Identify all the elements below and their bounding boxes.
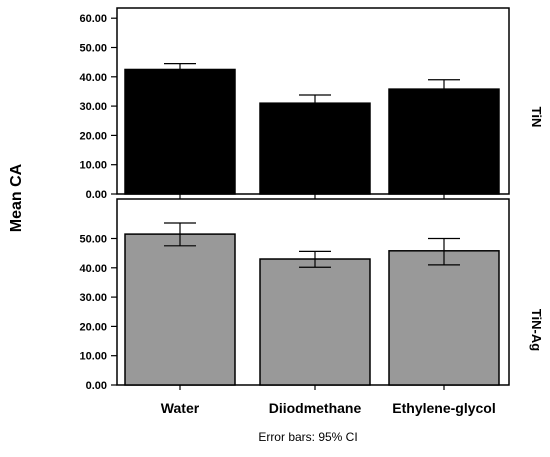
y-tick-label: 30.00: [79, 101, 107, 113]
bar-water: [124, 68, 236, 195]
bar-ethylene-glycol: [388, 250, 500, 386]
footnote: Error bars: 95% CI: [258, 430, 357, 444]
bar-ethylene-glycol: [388, 88, 500, 195]
bar-diiodmethane: [259, 258, 371, 386]
y-tick-label: 40.00: [79, 72, 107, 84]
bar-diiodmethane: [259, 102, 371, 195]
panel-label: TiN: [529, 107, 544, 128]
y-tick-label: 50.00: [79, 234, 107, 246]
panel-tin: 0.00 10.00 20.00 30.00 40.00 50.00 60.00 TiN: [79, 7, 544, 201]
x-tick-label-ethylene-glycol: Ethylene-glycol: [392, 400, 495, 416]
y-tick-label: 0.00: [86, 189, 107, 201]
y-axis-label: Mean CA: [8, 163, 25, 232]
panel-label: TiN-Ag: [529, 309, 544, 351]
x-axis: Water Diiodmethane Ethylene-glycol: [161, 400, 496, 416]
y-tick-label: 0.00: [86, 380, 107, 392]
panel-tin-ag: 0.00 10.00 20.00 30.00 40.00 50.00 TiN-Ag: [79, 198, 544, 392]
y-tick-label: 30.00: [79, 292, 107, 304]
y-tick-label: 40.00: [79, 263, 107, 275]
y-tick-label: 20.00: [79, 321, 107, 333]
y-tick-label: 20.00: [79, 130, 107, 142]
x-tick-label-diiodmethane: Diiodmethane: [269, 400, 362, 416]
y-tick-label: 60.00: [79, 13, 107, 25]
y-tick-label: 10.00: [79, 351, 107, 363]
y-tick-label: 10.00: [79, 160, 107, 172]
bar-water: [124, 233, 236, 386]
panels-group: 0.0010.0020.0030.0040.0050.0060.00TiN0.0…: [79, 7, 544, 392]
y-tick-label: 50.00: [79, 43, 107, 55]
x-tick-label-water: Water: [161, 400, 200, 416]
